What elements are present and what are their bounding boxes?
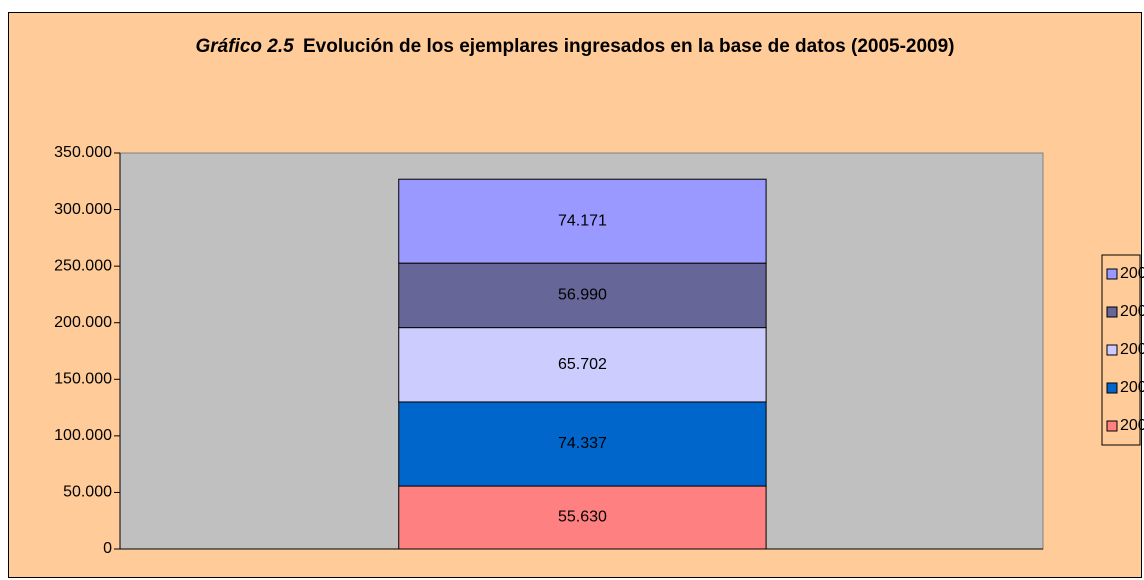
bar-segment [398, 401, 767, 487]
y-tick-label: 150.000 [54, 371, 112, 388]
bar-segment [398, 485, 767, 550]
legend-swatch [1106, 344, 1118, 356]
y-tick-label: 350.000 [54, 144, 112, 161]
bar-segment [398, 262, 767, 329]
legend-label: 2006 [1120, 379, 1144, 396]
legend-swatch [1106, 420, 1118, 432]
figure-label: Gráfico 2.5 [195, 36, 294, 57]
legend-label: 2008 [1120, 303, 1144, 320]
legend-swatch [1106, 268, 1118, 280]
chart-title-block: Gráfico 2.5 Evolución de los ejemplares … [180, 32, 970, 62]
data-label: 55.630 [558, 509, 607, 526]
legend-label: 2005 [1120, 417, 1144, 434]
y-tick-label: 100.000 [54, 427, 112, 444]
data-label: 65.702 [558, 356, 607, 373]
legend-label: 2007 [1120, 341, 1144, 358]
legend-swatch [1106, 382, 1118, 394]
y-tick-label: 0 [103, 540, 112, 557]
y-tick-label: 250.000 [54, 257, 112, 274]
y-tick-label: 200.000 [54, 314, 112, 331]
legend-label: 2009 [1120, 265, 1144, 282]
y-tick-label: 50.000 [63, 484, 112, 501]
data-label: 74.171 [558, 212, 607, 229]
data-label: 56.990 [558, 287, 607, 304]
bar-segment [398, 178, 767, 264]
data-label: 74.337 [558, 435, 607, 452]
chart-title: Evolución de los ejemplares ingresados e… [302, 36, 955, 57]
legend-swatch [1106, 306, 1118, 318]
y-tick-label: 300.000 [54, 201, 112, 218]
